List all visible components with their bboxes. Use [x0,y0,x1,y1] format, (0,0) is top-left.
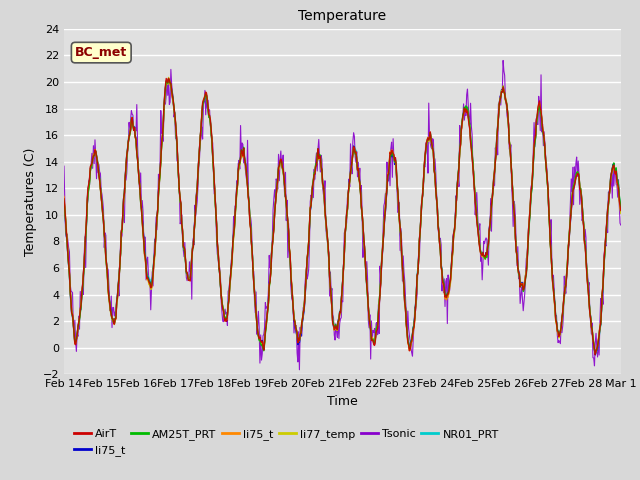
Title: Temperature: Temperature [298,10,387,24]
X-axis label: Time: Time [327,395,358,408]
Legend: AirT, li75_t, AM25T_PRT, li75_t, li77_temp, Tsonic, NR01_PRT: AirT, li75_t, AM25T_PRT, li75_t, li77_te… [70,425,503,460]
Text: BC_met: BC_met [75,46,127,59]
Y-axis label: Temperatures (C): Temperatures (C) [24,147,37,256]
